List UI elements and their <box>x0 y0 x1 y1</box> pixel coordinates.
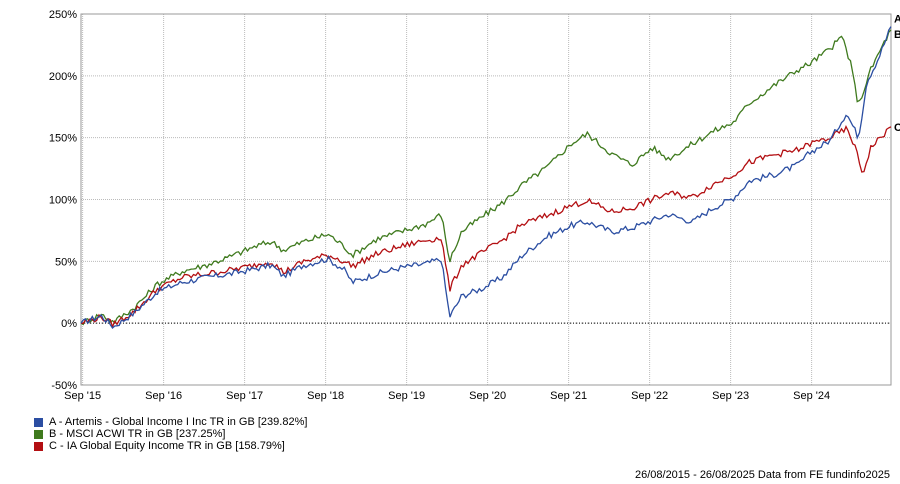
x-tick-label: Sep '22 <box>631 390 668 402</box>
legend-item-b: B - MSCI ACWI TR in GB [237.25%] <box>34 428 307 440</box>
legend-swatch-c <box>34 441 43 451</box>
end-label-a: A <box>894 14 900 26</box>
legend-label-a: A - Artemis - Global Income I Inc TR in … <box>49 416 308 428</box>
performance-line-chart: 250% 200% 150% 100% 50% 0% -50% Sep '15 Sep '16… <box>49 9 900 402</box>
legend-label-b: B - MSCI ACWI TR in GB [237.25%] <box>49 428 226 440</box>
y-tick-label: 150% <box>49 133 77 145</box>
x-tick-label: Sep '17 <box>226 390 263 402</box>
series-line-a <box>80 26 892 329</box>
series-line-c <box>80 125 892 329</box>
y-tick-label: 100% <box>49 195 77 207</box>
end-label-b: B <box>894 29 900 41</box>
series-end-labels: B C A <box>894 14 900 134</box>
y-tick-label: 200% <box>49 71 77 83</box>
x-tick-label: Sep '23 <box>712 390 749 402</box>
x-tick-label: Sep '19 <box>388 390 425 402</box>
series-line-b <box>80 29 892 326</box>
x-tick-label: Sep '15 <box>64 390 101 402</box>
end-label-c: C <box>894 122 900 134</box>
x-tick-label: Sep '16 <box>145 390 182 402</box>
legend: A - Artemis - Global Income I Inc TR in … <box>34 416 307 452</box>
chart-grid <box>81 13 891 386</box>
series-lines <box>80 26 892 329</box>
y-tick-label: 250% <box>49 9 77 21</box>
data-source-footer: 26/08/2015 - 26/08/2025 Data from FE fun… <box>634 469 890 481</box>
y-axis-tick-labels: 250% 200% 150% 100% 50% 0% -50% <box>49 9 77 392</box>
legend-item-c: C - IA Global Equity Income TR in GB [15… <box>34 440 307 452</box>
x-tick-label: Sep '24 <box>793 390 830 402</box>
x-tick-label: Sep '18 <box>307 390 344 402</box>
x-axis-tick-labels: Sep '15 Sep '16 Sep '17 Sep '18 Sep '19 Sep '… <box>64 390 830 402</box>
y-tick-label: 0% <box>61 318 77 330</box>
legend-swatch-b <box>34 429 43 439</box>
legend-item-a: A - Artemis - Global Income I Inc TR in … <box>34 416 307 428</box>
y-tick-label: 50% <box>55 256 77 268</box>
x-tick-label: Sep '21 <box>550 390 587 402</box>
plot-area-frame <box>80 13 892 386</box>
legend-swatch-a <box>34 417 43 427</box>
y-tick-label: -50% <box>51 380 77 392</box>
x-tick-label: Sep '20 <box>469 390 506 402</box>
legend-label-c: C - IA Global Equity Income TR in GB [15… <box>49 440 285 452</box>
